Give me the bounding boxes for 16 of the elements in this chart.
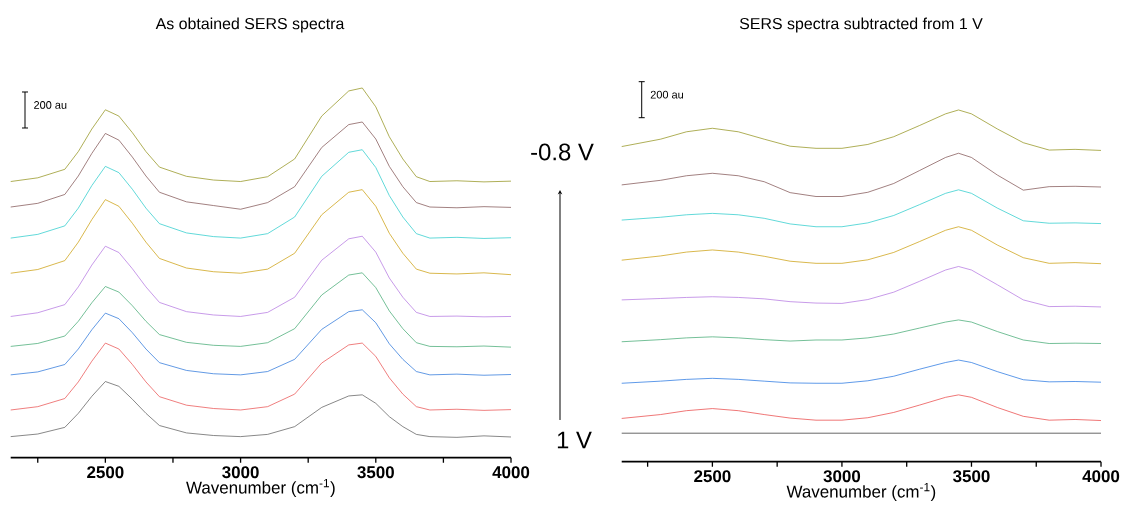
annotation: 200 au xyxy=(34,101,67,109)
x-tick-label: 3500 xyxy=(953,470,990,483)
x-tick-label: 4000 xyxy=(1082,470,1120,483)
x-tick-label: 3000 xyxy=(222,466,259,479)
x-tick-label: 3000 xyxy=(823,470,861,483)
text: 200 au xyxy=(650,90,683,99)
x-tick-label: 4000 xyxy=(492,466,530,479)
x-axis-title: Wavenumber (cm$^{-1}$) xyxy=(786,483,936,501)
x-tick-label: 2500 xyxy=(694,470,731,483)
chart-title: As obtained SERS spectra xyxy=(155,17,345,33)
text: -0.8 V xyxy=(531,143,594,161)
chart-title: SERS spectra subtracted from 1 V xyxy=(739,17,983,33)
x-tick-label: 3500 xyxy=(357,466,394,479)
x-tick-label: 2500 xyxy=(87,466,124,479)
x-axis-title: Wavenumber (cm$^{-1}$) xyxy=(186,479,335,497)
text: 1 V xyxy=(557,431,592,449)
